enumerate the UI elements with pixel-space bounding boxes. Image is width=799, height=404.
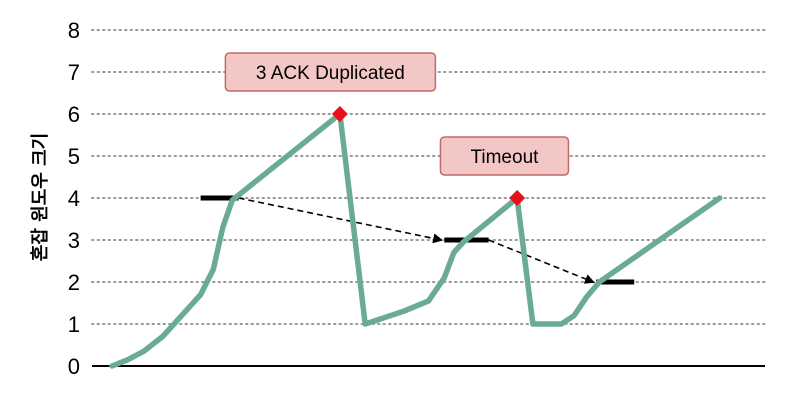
y-tick-label: 6: [68, 102, 80, 127]
event-marker: [509, 190, 526, 206]
y-tick-label: 1: [68, 312, 80, 337]
y-axis-ticks: 0 1 2 3 4 5 6 7 8: [68, 18, 80, 379]
event-label: 3 ACK Duplicated: [256, 63, 405, 84]
threshold-arrow: [238, 197, 444, 244]
event-annotations: 3 ACK Duplicated Timeout: [224, 52, 570, 206]
y-axis-title: 혼잡 윈도우 크기: [29, 133, 51, 261]
event-label: Timeout: [470, 147, 539, 168]
event-label-box: [224, 52, 437, 92]
congestion-window-line: [109, 111, 723, 369]
event-label-box: [439, 136, 570, 176]
threshold-arrows: [238, 197, 595, 284]
y-tick-label: 8: [68, 18, 80, 43]
y-tick-label: 4: [68, 186, 80, 211]
event-marker: [331, 106, 348, 122]
y-tick-label: 3: [68, 228, 80, 253]
threshold-arrow: [488, 239, 595, 284]
y-tick-label: 7: [68, 60, 80, 85]
y-tick-label: 2: [68, 270, 80, 295]
y-tick-label: 0: [68, 354, 80, 379]
y-tick-label: 5: [68, 144, 80, 169]
